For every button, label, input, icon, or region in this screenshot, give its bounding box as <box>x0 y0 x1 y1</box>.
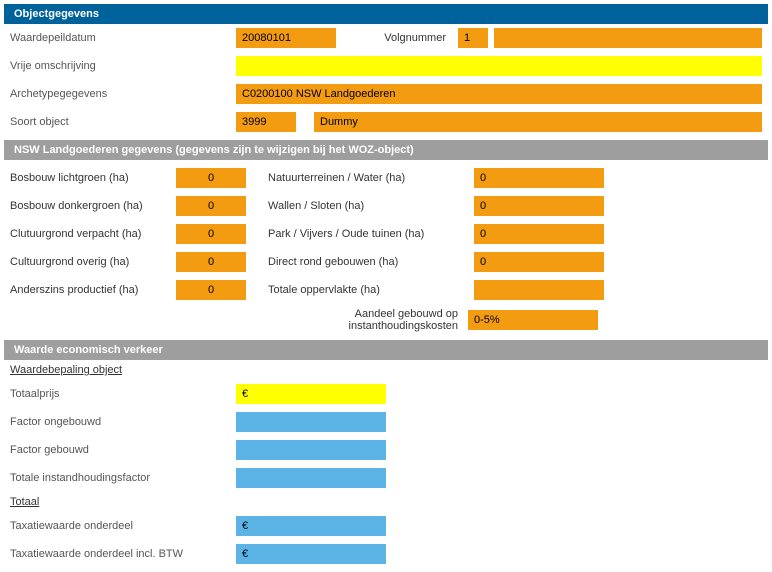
value-soort-object-text: Dummy <box>314 112 762 132</box>
land-grid: Bosbouw lichtgroen (ha) 0 Natuurterreine… <box>4 164 768 336</box>
section-header-econ: Waarde economisch verkeer <box>4 340 768 360</box>
label-factor-gebouwd: Factor gebouwd <box>10 444 230 456</box>
land-col1-label-0: Bosbouw lichtgroen (ha) <box>10 172 170 184</box>
label-volgnummer: Volgnummer <box>342 32 452 44</box>
row-waardepeildatum: Waardepeildatum 20080101 Volgnummer 1 <box>4 24 768 52</box>
subheading-totaal: Totaal <box>10 496 39 508</box>
value-taxw-onderdeel-btw: € <box>236 544 386 564</box>
land-row-3: Cultuurgrond overig (ha) 0 Direct rond g… <box>4 248 768 276</box>
label-factor-ongebouwd: Factor ongebouwd <box>10 416 230 428</box>
land-col1-value-0: 0 <box>176 168 246 188</box>
row-totaalprijs: Totaalprijs € <box>4 380 768 408</box>
value-totale-instand <box>236 468 386 488</box>
value-archetype: C0200100 NSW Landgoederen <box>236 84 762 104</box>
land-col1-label-2: Clutuurgrond verpacht (ha) <box>10 228 170 240</box>
land-col1-label-3: Cultuurgrond overig (ha) <box>10 256 170 268</box>
land-col1-value-3: 0 <box>176 252 246 272</box>
land-col2-value-4 <box>474 280 604 300</box>
row-waardebepaling: Waardebepaling object <box>4 360 768 380</box>
land-row-0: Bosbouw lichtgroen (ha) 0 Natuurterreine… <box>4 164 768 192</box>
land-footer-row: Aandeel gebouwd op instanthoudingskosten… <box>4 304 768 336</box>
land-col2-label-0: Natuurterreinen / Water (ha) <box>268 172 468 184</box>
land-col1-value-4: 0 <box>176 280 246 300</box>
land-col2-value-0: 0 <box>474 168 604 188</box>
land-footer-value: 0-5% <box>468 310 598 330</box>
label-taxw-onderdeel: Taxatiewaarde onderdeel <box>10 520 230 532</box>
land-col1-label-1: Bosbouw donkergroen (ha) <box>10 200 170 212</box>
value-volgnummer: 1 <box>458 28 488 48</box>
land-col1-value-2: 0 <box>176 224 246 244</box>
land-col2-label-4: Totale oppervlakte (ha) <box>268 284 468 296</box>
land-col2-value-2: 0 <box>474 224 604 244</box>
land-col1-value-1: 0 <box>176 196 246 216</box>
row-vrije-omschrijving: Vrije omschrijving <box>4 52 768 80</box>
land-row-2: Clutuurgrond verpacht (ha) 0 Park / Vijv… <box>4 220 768 248</box>
row-archetype: Archetypegegevens C0200100 NSW Landgoede… <box>4 80 768 108</box>
section-header-objectgegevens: Objectgegevens <box>4 4 768 24</box>
land-row-4: Anderszins productief (ha) 0 Totale oppe… <box>4 276 768 304</box>
land-row-1: Bosbouw donkergroen (ha) 0 Wallen / Slot… <box>4 192 768 220</box>
label-vrije-omschrijving: Vrije omschrijving <box>10 60 230 72</box>
land-col1-label-4: Anderszins productief (ha) <box>10 284 170 296</box>
value-volgnummer-bar <box>494 28 762 48</box>
row-soort-object: Soort object 3999 Dummy <box>4 108 768 136</box>
value-vrije-omschrijving[interactable] <box>236 56 762 76</box>
value-waardepeildatum: 20080101 <box>236 28 336 48</box>
label-taxw-onderdeel-btw: Taxatiewaarde onderdeel incl. BTW <box>10 548 230 560</box>
row-totaal: Totaal <box>4 492 768 512</box>
row-taxw-onderdeel-btw: Taxatiewaarde onderdeel incl. BTW € <box>4 540 768 568</box>
land-col2-label-3: Direct rond gebouwen (ha) <box>268 256 468 268</box>
value-totaalprijs[interactable]: € <box>236 384 386 404</box>
value-factor-ongebouwd <box>236 412 386 432</box>
land-col2-label-2: Park / Vijvers / Oude tuinen (ha) <box>268 228 468 240</box>
value-factor-gebouwd <box>236 440 386 460</box>
section-header-nsw: NSW Landgoederen gegevens (gegevens zijn… <box>4 140 768 160</box>
label-archetype: Archetypegegevens <box>10 88 230 100</box>
label-totale-instand: Totale instandhoudingsfactor <box>10 472 230 484</box>
land-footer-label: Aandeel gebouwd op instanthoudingskosten <box>262 308 462 332</box>
subheading-waardebepaling: Waardebepaling object <box>10 364 122 376</box>
land-col2-value-1: 0 <box>474 196 604 216</box>
label-totaalprijs: Totaalprijs <box>10 388 230 400</box>
row-totale-instand: Totale instandhoudingsfactor <box>4 464 768 492</box>
label-waardepeildatum: Waardepeildatum <box>10 32 230 44</box>
row-taxw-onderdeel: Taxatiewaarde onderdeel € <box>4 512 768 540</box>
value-taxw-onderdeel: € <box>236 516 386 536</box>
label-soort-object: Soort object <box>10 116 230 128</box>
row-factor-ongebouwd: Factor ongebouwd <box>4 408 768 436</box>
land-col2-label-1: Wallen / Sloten (ha) <box>268 200 468 212</box>
land-col2-value-3: 0 <box>474 252 604 272</box>
value-soort-object-code: 3999 <box>236 112 296 132</box>
row-factor-gebouwd: Factor gebouwd <box>4 436 768 464</box>
